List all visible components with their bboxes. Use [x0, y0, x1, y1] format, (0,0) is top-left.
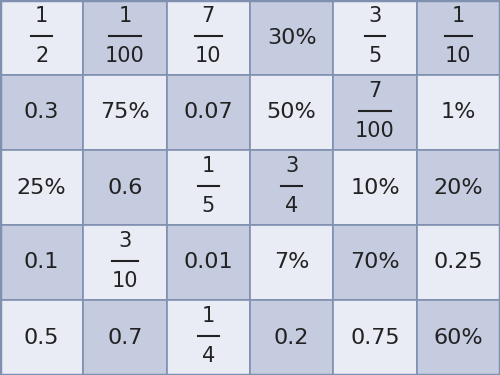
Bar [166, 75, 250, 150]
Text: 0.6: 0.6 [108, 177, 142, 198]
Text: 60%: 60% [434, 327, 483, 348]
Bar [84, 75, 166, 150]
Bar [334, 300, 416, 375]
Text: 3: 3 [368, 6, 382, 26]
Text: 5: 5 [368, 46, 382, 66]
Text: 1: 1 [202, 306, 215, 326]
Text: 1%: 1% [440, 102, 476, 123]
Bar [416, 300, 500, 375]
Bar [166, 0, 250, 75]
Text: 100: 100 [105, 46, 145, 66]
Bar [250, 150, 334, 225]
Bar [84, 225, 166, 300]
Text: 0.1: 0.1 [24, 252, 60, 273]
Bar [0, 150, 84, 225]
Bar [334, 150, 416, 225]
Text: 7: 7 [202, 6, 215, 26]
Text: 5: 5 [202, 196, 215, 216]
Bar [250, 300, 334, 375]
Text: 3: 3 [285, 156, 298, 176]
Bar [166, 300, 250, 375]
Bar [84, 0, 166, 75]
Text: 10: 10 [195, 46, 222, 66]
Text: 1: 1 [202, 156, 215, 176]
Text: 0.01: 0.01 [184, 252, 233, 273]
Text: 0.3: 0.3 [24, 102, 60, 123]
Bar [334, 225, 416, 300]
Bar [166, 225, 250, 300]
Bar [334, 0, 416, 75]
Text: 0.7: 0.7 [108, 327, 142, 348]
Text: 1: 1 [452, 6, 465, 26]
Bar [166, 150, 250, 225]
Text: 4: 4 [285, 196, 298, 216]
Bar [0, 225, 84, 300]
Text: 100: 100 [355, 121, 395, 141]
Text: 0.25: 0.25 [434, 252, 483, 273]
Bar [416, 150, 500, 225]
Text: 30%: 30% [267, 27, 316, 48]
Bar [0, 300, 84, 375]
Bar [84, 300, 166, 375]
Text: 0.07: 0.07 [184, 102, 233, 123]
Text: 7%: 7% [274, 252, 310, 273]
Bar [416, 75, 500, 150]
Text: 4: 4 [202, 346, 215, 366]
Bar [250, 225, 334, 300]
Bar [250, 0, 334, 75]
Text: 1: 1 [35, 6, 48, 26]
Text: 20%: 20% [434, 177, 483, 198]
Bar [84, 150, 166, 225]
Text: 1: 1 [118, 6, 132, 26]
Text: 75%: 75% [100, 102, 150, 123]
Text: 0.2: 0.2 [274, 327, 310, 348]
Text: 50%: 50% [267, 102, 316, 123]
Text: 2: 2 [35, 46, 48, 66]
Text: 7: 7 [368, 81, 382, 101]
Text: 0.5: 0.5 [24, 327, 60, 348]
Text: 70%: 70% [350, 252, 400, 273]
Bar [250, 75, 334, 150]
Text: 3: 3 [118, 231, 132, 251]
Bar [0, 75, 84, 150]
Text: 25%: 25% [17, 177, 66, 198]
Text: 10: 10 [112, 271, 138, 291]
Bar [416, 225, 500, 300]
Text: 0.75: 0.75 [350, 327, 400, 348]
Text: 10%: 10% [350, 177, 400, 198]
Bar [334, 75, 416, 150]
Bar [416, 0, 500, 75]
Text: 10: 10 [445, 46, 471, 66]
Bar [0, 0, 84, 75]
